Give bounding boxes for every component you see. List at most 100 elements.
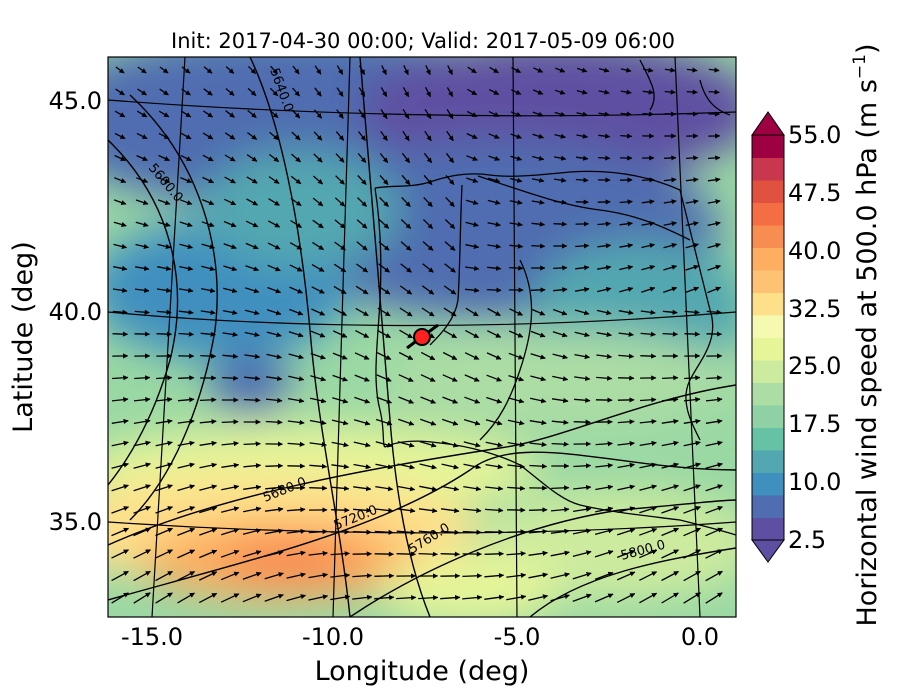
wind-vector-arrow bbox=[334, 219, 346, 229]
wind-vector-arrow bbox=[264, 506, 284, 512]
wind-vector-arrow bbox=[552, 287, 568, 293]
wind-vector-field bbox=[111, 65, 723, 604]
wind-vector-arrow bbox=[663, 177, 677, 183]
wind-vector-arrow bbox=[529, 441, 547, 447]
wind-vector-arrow bbox=[374, 594, 395, 601]
wind-vector-arrow bbox=[202, 154, 214, 162]
wind-vector-arrow bbox=[355, 330, 370, 338]
wind-vector-arrow bbox=[686, 89, 698, 95]
wind-vector-arrow bbox=[551, 441, 569, 447]
wind-vector-arrow bbox=[136, 110, 148, 118]
wind-vector-arrow bbox=[553, 265, 568, 271]
wind-vector-arrow bbox=[462, 573, 483, 579]
wind-vector-arrow bbox=[113, 221, 127, 227]
wind-vector-arrow bbox=[335, 175, 345, 185]
wind-vector-arrow bbox=[336, 109, 344, 119]
wind-vector-arrow bbox=[179, 265, 194, 271]
wind-vector-arrow bbox=[246, 198, 258, 206]
wind-vector-arrow bbox=[528, 594, 549, 601]
wind-vector-arrow bbox=[375, 418, 393, 426]
wind-vector-arrow bbox=[555, 67, 566, 73]
colorbar-tick-label: 32.5 bbox=[788, 295, 841, 323]
wind-vector-arrow bbox=[486, 352, 502, 360]
wind-vector-arrow bbox=[133, 397, 151, 403]
wind-vector-arrow bbox=[330, 572, 351, 579]
colorbar-label-main: Horizontal wind speed at 500.0 hPa (m s bbox=[852, 79, 883, 626]
wind-vector-arrow bbox=[177, 397, 195, 403]
wind-vector-arrow bbox=[465, 199, 479, 205]
wind-vector-arrow bbox=[159, 66, 169, 74]
wind-vector-arrow bbox=[464, 374, 480, 382]
wind-vector-arrow bbox=[424, 130, 432, 142]
wind-vector-arrow bbox=[266, 375, 283, 382]
wind-vector-arrow bbox=[639, 419, 657, 425]
wind-vector-arrow bbox=[112, 331, 129, 337]
wind-vector-arrow bbox=[401, 174, 411, 186]
wind-vector-arrow bbox=[354, 374, 370, 382]
graticule bbox=[108, 57, 736, 617]
wind-vector-arrow bbox=[292, 87, 300, 97]
wind-vector-arrow bbox=[115, 66, 125, 74]
wind-vector-arrow bbox=[136, 155, 148, 161]
wind-vector-arrow bbox=[245, 265, 259, 272]
wind-vector-arrow bbox=[288, 353, 304, 360]
wind-vector-arrow bbox=[532, 155, 545, 161]
wind-vector-arrow bbox=[661, 440, 679, 447]
wind-vector-arrow bbox=[467, 88, 478, 96]
wind-vector-arrow bbox=[509, 177, 523, 183]
wind-vector-arrow bbox=[264, 593, 284, 602]
wind-vector-arrow bbox=[111, 440, 129, 447]
wind-vector-arrow bbox=[269, 87, 279, 97]
colorbar-tick-label: 47.5 bbox=[788, 179, 841, 207]
wind-vector-arrow bbox=[134, 375, 151, 381]
wind-vector-arrow bbox=[223, 243, 237, 250]
wind-vector-arrow bbox=[133, 484, 151, 492]
wind-vector-arrow bbox=[267, 220, 281, 228]
wind-vector-arrow bbox=[423, 174, 433, 186]
wind-vector-arrow bbox=[464, 352, 480, 360]
wind-vector-arrow bbox=[705, 570, 723, 582]
wind-vector-arrow bbox=[487, 199, 501, 205]
wind-vector-arrow bbox=[381, 65, 387, 76]
wind-vector-arrow bbox=[114, 110, 126, 118]
wind-vector-arrow bbox=[177, 506, 196, 514]
wind-vector-arrow bbox=[355, 285, 369, 295]
wind-vector-arrow bbox=[398, 396, 414, 404]
wind-vector-arrow bbox=[485, 485, 504, 492]
wind-vector-arrow bbox=[576, 67, 588, 73]
colorbar-segment bbox=[752, 495, 784, 518]
wind-vector-arrow bbox=[203, 66, 213, 74]
wind-vector-arrow bbox=[574, 331, 590, 338]
wind-vector-arrow bbox=[594, 571, 614, 581]
wind-vector-arrow bbox=[112, 375, 129, 381]
wind-vector-arrow bbox=[639, 484, 658, 491]
wind-vector-arrow bbox=[596, 375, 613, 381]
wind-vector-arrow bbox=[551, 485, 570, 491]
wind-vector-arrow bbox=[398, 374, 414, 382]
wind-vector-arrow bbox=[531, 243, 546, 249]
wind-vector-arrow bbox=[312, 175, 324, 185]
wind-vector-arrow bbox=[333, 308, 347, 316]
wind-vector-arrow bbox=[620, 67, 632, 73]
wind-vector-arrow bbox=[199, 440, 217, 446]
wind-vector-arrow bbox=[380, 131, 388, 142]
wind-vector-arrow bbox=[177, 484, 195, 492]
wind-vector-arrow bbox=[576, 111, 588, 117]
wind-vector-arrow bbox=[133, 549, 151, 559]
wind-vector-arrow bbox=[245, 242, 259, 250]
wind-vector-arrow bbox=[313, 153, 323, 163]
wind-vector-arrow bbox=[336, 87, 344, 97]
wind-vector-arrow bbox=[683, 397, 701, 403]
wind-vector-arrow bbox=[598, 89, 610, 95]
wind-vector-arrow bbox=[221, 528, 240, 536]
wind-vector-arrow bbox=[424, 108, 432, 120]
wind-vector-arrow bbox=[423, 196, 433, 208]
wind-vector-arrow bbox=[180, 177, 193, 183]
wind-vector-arrow bbox=[177, 527, 196, 537]
wind-vector-arrow bbox=[331, 441, 349, 448]
wind-vector-arrow bbox=[331, 463, 350, 470]
wind-vector-arrow bbox=[661, 418, 679, 425]
wind-vector-arrow bbox=[286, 572, 306, 579]
wind-vector-arrow bbox=[440, 508, 460, 514]
wind-vector-arrow bbox=[484, 551, 504, 557]
